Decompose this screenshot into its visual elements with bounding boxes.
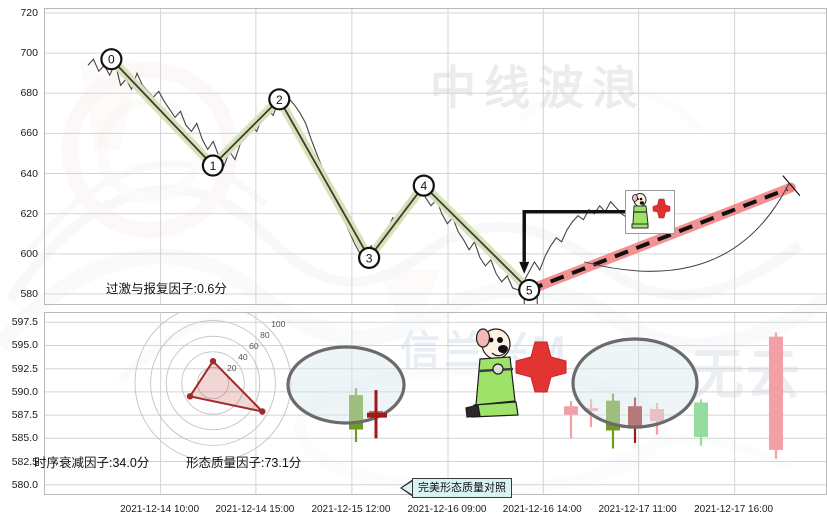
monk-dog-mascot [452,325,577,420]
bottom-y-tick: 590.0 [12,386,38,398]
x-tick-label: 2021-12-16 09:00 [408,504,487,515]
radar-tick-label: 100 [271,319,285,329]
wave-marker-label: 2 [276,93,283,107]
monk-dog-small-icon [626,191,672,231]
wave-marker-label: 1 [210,159,217,173]
top-y-tick: 580 [20,288,38,300]
pattern-highlight-ellipse [573,339,697,427]
chart-screenshot: 中线波浪 信兰兴M 无云 012345 72070068066064062060… [0,0,827,523]
perfect-pattern-callout: 完美形态质量对照 [400,478,520,497]
x-tick-label: 2021-12-17 16:00 [694,504,773,515]
bottom-y-tick: 587.5 [12,409,38,421]
candle-body [770,337,783,449]
bottom-y-tick: 580.0 [12,479,38,491]
bottom-y-tick: 592.5 [12,363,38,375]
wave-point-2: 2 [269,89,289,109]
radar-vertex [210,358,216,364]
top-y-tick: 600 [20,248,38,260]
candlestick-plot: 20406080100 [44,312,827,495]
wave5-arrow-head [519,262,529,274]
radar-vertex [187,393,193,399]
wave-point-3: 3 [359,248,379,268]
top-y-tick: 640 [20,168,38,180]
wave-marker-label: 4 [420,179,427,193]
top-y-tick: 720 [20,7,38,19]
bottom-y-tick: 595.0 [12,339,38,351]
time-decay-factor-label: 时序衰减因子:34.0分 [34,452,149,471]
wave-point-0: 0 [101,49,121,69]
elliott-wave-plot: 0 1 2 3 4 5 [44,8,827,305]
top-y-tick: 620 [20,208,38,220]
x-tick-label: 2021-12-17 11:00 [598,504,676,515]
pattern-quality-factor-label: 形态质量因子:73.1分 [186,452,301,471]
pattern-highlight-ellipse [288,347,404,423]
top-y-tick: 680 [20,87,38,99]
x-tick-label: 2021-12-16 14:00 [503,504,582,515]
candle [770,332,783,458]
radar-tick-label: 80 [260,330,270,340]
x-tick-label: 2021-12-14 15:00 [215,504,294,515]
wave-point-4: 4 [414,176,434,196]
top-y-axis: 720 700 680 660 640 620 600 580 [0,8,44,305]
x-axis: 2021-12-14 10:00 2021-12-14 15:00 2021-12-… [0,500,827,520]
candlestick-svg: 20406080100 [45,313,826,494]
bottom-y-tick: 585.0 [12,432,38,444]
top-y-tick: 700 [20,47,38,59]
elliott-wave-svg: 0 1 2 3 4 5 [45,9,826,304]
radar-vertex [259,408,265,414]
pattern-icon-box [625,190,675,234]
wave-point-1: 1 [203,156,223,176]
top-y-tick: 660 [20,127,38,139]
callout-text: 完美形态质量对照 [412,478,512,498]
wave-marker-label: 3 [366,251,373,265]
candle-body [695,403,708,436]
wave-point-5: 5 [519,280,539,300]
x-tick-label: 2021-12-14 10:00 [120,504,199,515]
overreaction-factor-label: 过激与报复因子:0.6分 [106,278,227,297]
radar-tick-label: 20 [227,363,237,373]
wave-marker-label: 0 [108,53,115,67]
x-tick-label: 2021-12-15 12:00 [311,504,390,515]
monk-dog-icon [452,325,577,420]
radar-tick-label: 40 [238,352,248,362]
bottom-y-tick: 597.5 [12,316,38,328]
radar-tick-label: 60 [249,341,259,351]
wave-halo [111,59,529,290]
wave-marker-label: 5 [526,283,533,297]
